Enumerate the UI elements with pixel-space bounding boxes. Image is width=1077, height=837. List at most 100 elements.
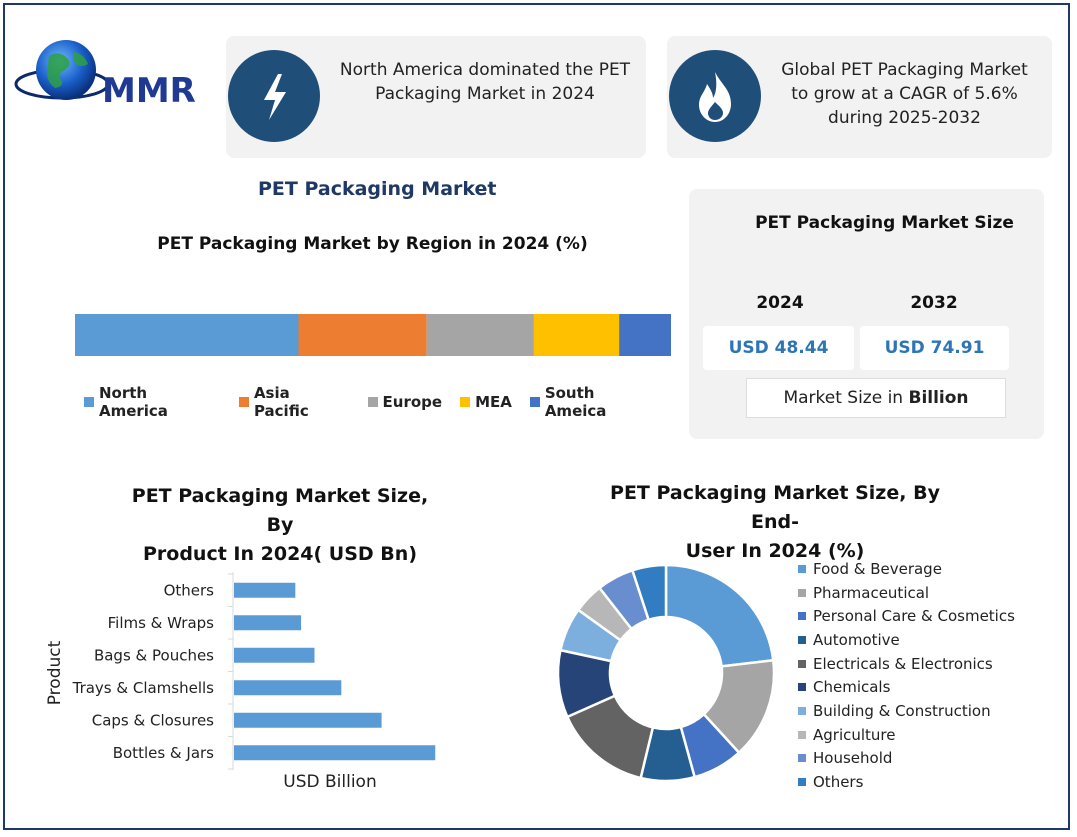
market-size-unit-note: Market Size in Billion [746,378,1006,418]
legend-item: South Ameica [529,384,661,420]
product-bar [234,745,436,761]
market-size-title: PET Packaging Market Size [755,213,1014,233]
legend-label: Europe [382,393,443,411]
donut-slice [664,563,775,668]
value-2024: USD 48.44 [703,326,854,370]
legend-swatch [798,659,806,668]
legend-item: Agriculture [798,723,1058,747]
region-legend: North America Asia Pacific Europe MEA South … [75,384,670,420]
legend-item: Chemicals [798,675,1058,699]
legend-item: North America [84,384,221,420]
legend-label: Building & Construction [813,701,991,720]
logo-text: MMR [102,71,196,111]
legend-swatch [84,397,94,407]
legend-swatch [798,778,806,787]
legend-label: Chemicals [813,678,891,697]
card-line: Packaging Market in 2024 [375,84,595,104]
product-chart-title: PET Packaging Market Size, By Product In… [120,482,440,569]
region-segment-europe [426,314,534,356]
legend-item: MEA [460,384,512,420]
donut-slice [630,563,668,622]
legend-item: Pharmaceutical [798,581,1058,605]
product-bar [234,647,315,663]
legend-label: Pharmaceutical [813,583,930,602]
legend-label: MEA [475,393,512,411]
legend-label: Others [813,773,864,792]
year-2024-label: 2024 [756,293,804,313]
product-tick-label: Trays & Clamshells [72,679,215,697]
legend-item: Asia Pacific [238,384,350,420]
product-bar-chart: Others Films & Wraps Bags & Pouches Trays &… [45,572,436,792]
legend-label: Automotive [813,630,900,649]
lightning-icon-circle [228,50,320,142]
enduser-chart-title: PET Packaging Market Size, By End- User … [590,479,960,566]
x-axis-label: USD Billion [283,772,376,792]
product-bar [234,680,342,696]
product-tick-label: Films & Wraps [108,614,215,632]
highlight-card-region: North America dominated the PET Packagin… [226,36,646,158]
legend-swatch [798,730,806,739]
legend-label: Food & Beverage [813,559,942,578]
title-line: PET Packaging Market Size, By [131,485,429,536]
card-line: during 2025-2032 [828,108,981,128]
region-segment-south-ameica [619,314,671,356]
region-segment-asia-pacific [298,314,427,356]
enduser-legend: Food & Beverage Pharmaceutical Personal Ca… [798,557,1058,794]
product-bar [234,582,296,598]
legend-label: South Ameica [544,384,607,420]
unit-note-prefix: Market Size in [783,388,909,408]
product-bar [234,712,382,728]
legend-item: Automotive [798,628,1058,652]
product-tick-label: Bottles & Jars [113,744,214,762]
legend-label: Asia Pacific [253,384,309,420]
legend-swatch [798,564,806,573]
legend-swatch [798,588,806,597]
region-segment-mea [533,314,620,356]
legend-swatch [798,754,806,763]
card-line: North America dominated the PET [339,60,631,80]
lightning-icon [264,74,286,120]
legend-item: Household [798,747,1058,771]
flame-icon-circle [669,50,761,142]
highlight-card-region-text: North America dominated the PET Packagin… [330,58,640,106]
title-line: PET Packaging Market Size, By End- [610,482,940,533]
legend-swatch [529,397,540,407]
title-line: User In 2024 (%) [685,540,865,562]
title-line: Product In 2024( USD Bn) [142,543,417,565]
region-chart-title: PET Packaging Market by Region in 2024 (… [157,234,588,254]
year-2032-label: 2032 [910,293,958,313]
legend-item: Europe [367,384,443,420]
legend-swatch [798,612,806,621]
y-axis-label: Product [45,640,65,705]
legend-item: Personal Care & Cosmetics [798,604,1058,628]
legend-swatch [238,397,249,407]
legend-item: Food & Beverage [798,557,1058,581]
page-title: PET Packaging Market [258,178,497,200]
mmr-logo: MMR [14,40,196,111]
card-line: to grow at a CAGR of 5.6% [791,84,1018,104]
region-stacked-bar [75,314,671,356]
legend-item: Electricals & Electronics [798,652,1058,676]
product-tick-label: Caps & Closures [92,711,214,729]
flame-icon [699,72,731,122]
globe-icon [36,40,96,100]
legend-swatch [367,397,378,407]
product-tick-label: Bags & Pouches [94,646,214,664]
legend-swatch [798,706,806,715]
enduser-donut-chart [556,563,776,783]
unit-note-bold: Billion [908,388,969,408]
legend-label: Household [813,749,893,768]
legend-label: Electricals & Electronics [813,654,993,673]
highlight-card-cagr-text: Global PET Packaging Market to grow at a… [767,58,1042,130]
legend-label: Personal Care & Cosmetics [813,607,1015,626]
product-bar [234,615,302,631]
value-2032: USD 74.91 [860,326,1009,370]
legend-label: North America [98,384,168,420]
highlight-card-cagr: Global PET Packaging Market to grow at a… [667,36,1052,158]
legend-item: Building & Construction [798,699,1058,723]
product-tick-label: Others [164,581,215,599]
region-segment-north-america [75,314,299,356]
legend-swatch [798,635,806,644]
legend-swatch [798,683,806,692]
legend-label: Agriculture [813,725,896,744]
